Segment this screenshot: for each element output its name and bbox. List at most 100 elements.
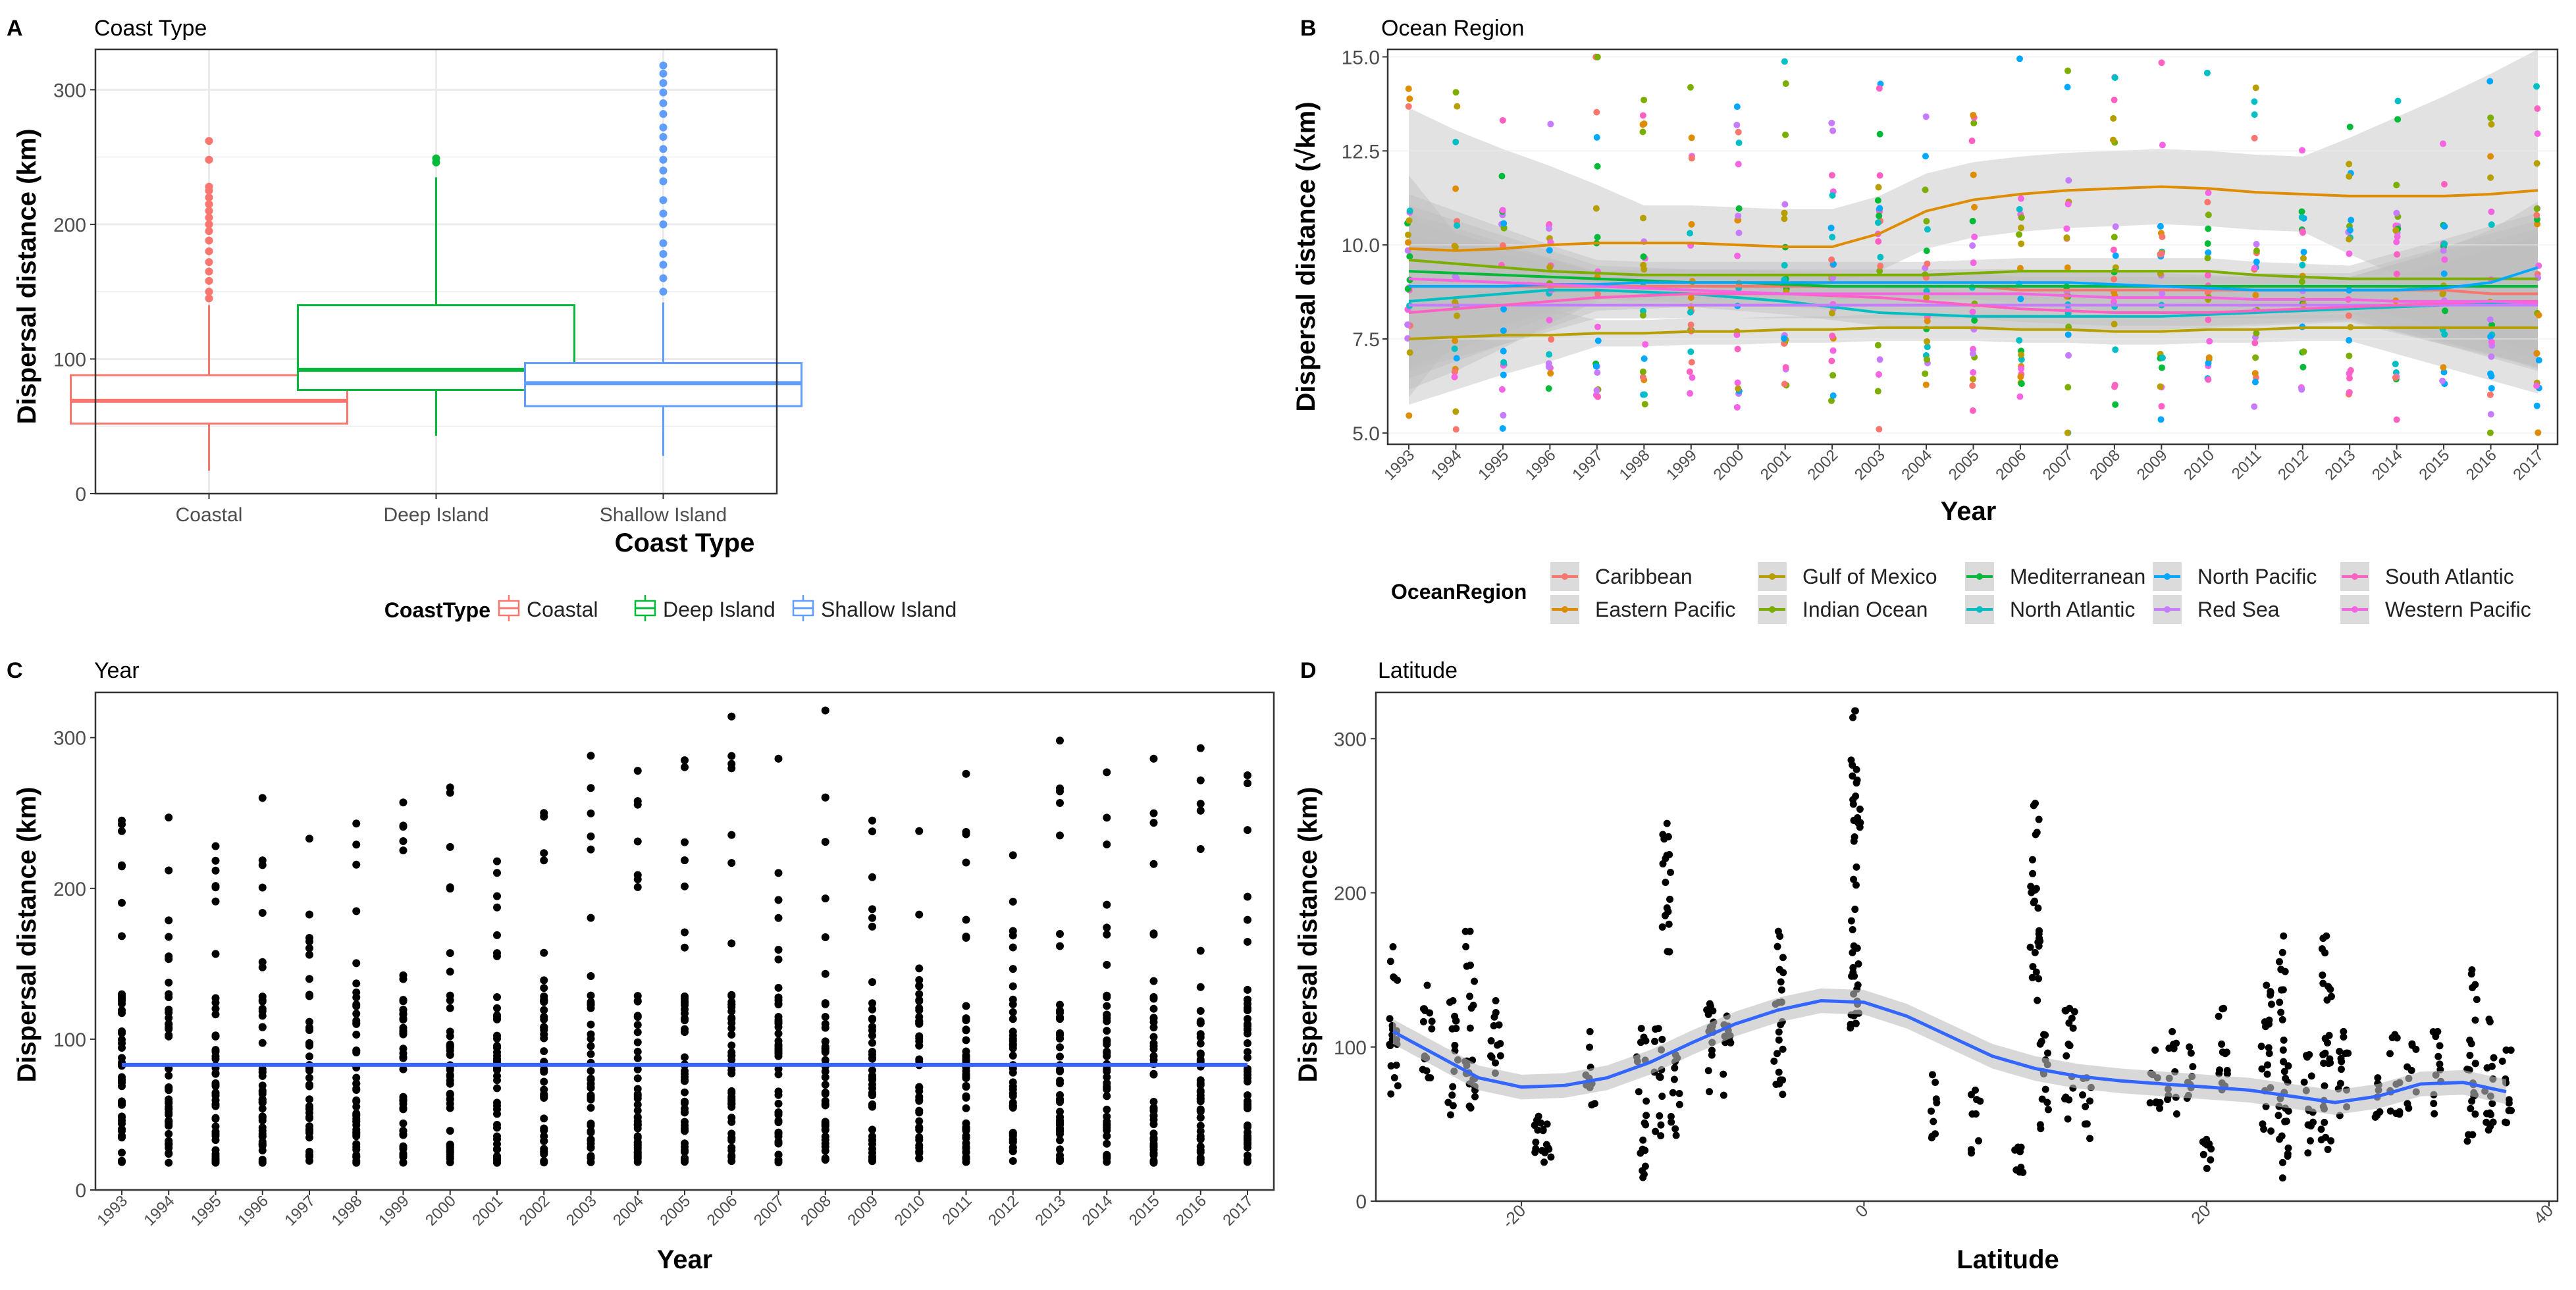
scatter-point [2063, 1052, 2070, 1060]
scatter-point [1651, 1037, 1659, 1045]
scatter-point [2327, 1137, 2335, 1145]
scatter-point [165, 1023, 173, 1032]
scatter-point [399, 1065, 407, 1073]
scatter-point-south-atlantic [2393, 416, 2400, 423]
scatter-point [352, 907, 361, 916]
scatter-point-mediterranean [1594, 163, 1601, 170]
x-tick-label: 1999 [375, 1192, 413, 1229]
scatter-point [1539, 1127, 1547, 1135]
legend-a-title: CoastType [384, 598, 490, 622]
scatter-point-north-atlantic [2159, 354, 2166, 361]
scatter-point-max [1663, 819, 1671, 827]
scatter-point [2284, 1144, 2292, 1152]
scatter-point-north-atlantic [1406, 207, 1413, 215]
scatter-point [1056, 1130, 1064, 1139]
scatter-point [2508, 1106, 2515, 1114]
scatter-point [1056, 784, 1064, 792]
scatter-point [446, 996, 454, 1004]
scatter-point [305, 1147, 313, 1156]
x-tick-label: 1995 [1475, 446, 1512, 484]
scatter-point [1853, 765, 1860, 773]
scatter-point [305, 910, 313, 919]
scatter-point-max [681, 756, 689, 765]
scatter-point [165, 1110, 173, 1119]
scatter-point [1849, 772, 1856, 780]
panel-b-legend: OceanRegion Caribbean Eastern Pacific Gulf… [1391, 562, 2531, 624]
scatter-point-gulf-of-mexico [2392, 226, 2400, 234]
scatter-point [540, 849, 548, 858]
scatter-point-max [868, 816, 876, 825]
scatter-point-north-pacific [2064, 331, 2072, 338]
scatter-point [1196, 1033, 1205, 1042]
scatter-point [1849, 713, 1857, 721]
x-tick-label: 0 [1851, 1200, 1872, 1221]
scatter-point-caribbean [1687, 321, 1695, 328]
scatter-point [2281, 968, 2289, 975]
scatter-point [633, 1047, 642, 1056]
legend-b-label: Western Pacific [2385, 598, 2531, 621]
scatter-point-gulf-of-mexico [1924, 338, 1931, 345]
scatter-point [1847, 917, 1855, 925]
scatter-point [1056, 1079, 1064, 1088]
scatter-point [1667, 869, 1675, 877]
scatter-point [1852, 881, 1860, 889]
scatter-point-eastern-pacific [1452, 337, 1459, 344]
scatter-point-south-atlantic [1829, 332, 1836, 340]
scatter-point-south-atlantic [1639, 112, 1646, 119]
scatter-point [2065, 1019, 2073, 1027]
scatter-point [2324, 1145, 2332, 1153]
scatter-point [1853, 944, 1861, 952]
scatter-point-max [118, 816, 126, 825]
scatter-point-north-atlantic [2392, 361, 2399, 368]
scatter-point [633, 1065, 642, 1073]
scatter-point [774, 1158, 783, 1167]
scatter-point-eastern-pacific [1924, 317, 1931, 324]
x-tick-label: Deep Island [383, 504, 488, 526]
scatter-point-max [1535, 1112, 1542, 1120]
scatter-point-max [211, 842, 220, 850]
scatter-point [2258, 1065, 2266, 1073]
scatter-point [587, 1095, 595, 1104]
panel-b-plot: 5.0 7.5 10.0 12.5 15.0 1993 1994 1995 1996 1997 19… [1342, 47, 2559, 484]
scatter-point-north-pacific [1641, 355, 1648, 362]
scatter-point-max [1103, 768, 1111, 777]
scatter-point [2322, 1133, 2330, 1141]
scatter-point [681, 992, 689, 1000]
scatter-point [1244, 1053, 1251, 1062]
scatter-point [1056, 1108, 1064, 1116]
scatter-point [211, 1102, 220, 1110]
scatter-point [165, 1158, 173, 1167]
scatter-point [305, 1081, 313, 1089]
scatter-point-indian-ocean [2111, 234, 2118, 241]
scatter-point-north-atlantic [1687, 309, 1694, 316]
scatter-point [1387, 1062, 1395, 1070]
scatter-point [681, 1148, 689, 1156]
scatter-point-max [2040, 1031, 2048, 1039]
scatter-point [2326, 985, 2334, 993]
scatter-point-mediterranean [2300, 363, 2307, 371]
scatter-point-south-atlantic [2440, 180, 2448, 188]
scatter-point [821, 1090, 829, 1098]
scatter-point [2489, 1118, 2497, 1126]
scatter-point [211, 1004, 220, 1013]
scatter-point-gulf-of-mexico [1781, 215, 1788, 222]
box-outlier [205, 220, 213, 228]
scatter-point-indian-ocean [1923, 218, 1930, 225]
y-tick-label: 300 [53, 728, 86, 750]
scatter-point [1675, 1100, 1683, 1108]
scatter-point [915, 910, 924, 919]
scatter-point-red-sea [1876, 356, 1883, 363]
scatter-point-max [1543, 1120, 1551, 1128]
scatter-point [868, 1039, 876, 1047]
x-tick-label: 2004 [610, 1192, 647, 1229]
scatter-point [399, 1100, 407, 1108]
scatter-point [1779, 1076, 1787, 1084]
scatter-point-western-pacific [2393, 238, 2400, 245]
scatter-point [727, 1007, 736, 1016]
scatter-point [118, 1125, 126, 1133]
scatter-point [352, 1079, 361, 1088]
legend-b-key-point [1976, 606, 1983, 613]
scatter-point [118, 1112, 126, 1121]
scatter-point [1103, 930, 1111, 939]
scatter-point-max [727, 712, 736, 721]
